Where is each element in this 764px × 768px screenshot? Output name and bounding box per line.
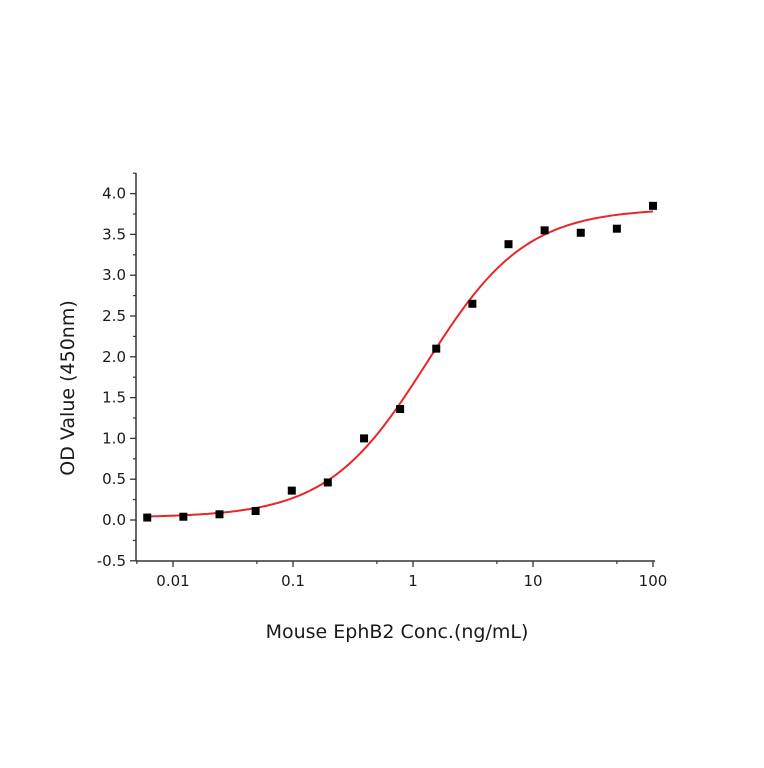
data-point-marker bbox=[323, 478, 332, 487]
data-point-marker bbox=[143, 513, 152, 522]
data-point-marker bbox=[612, 224, 621, 233]
data-point-marker bbox=[540, 226, 549, 235]
y-axis-title: OD Value (450nm) bbox=[57, 300, 79, 475]
data-point-marker bbox=[576, 228, 585, 237]
y-tick-label: 4.0 bbox=[102, 185, 126, 203]
data-point-marker bbox=[649, 201, 657, 210]
x-tick-label: 0.01 bbox=[156, 572, 189, 590]
data-point-marker bbox=[215, 510, 224, 519]
y-tick-label: 0.5 bbox=[102, 470, 126, 488]
data-point-marker bbox=[468, 299, 477, 308]
fit-curve-path bbox=[147, 210, 654, 518]
data-point-marker bbox=[287, 486, 296, 495]
data-point-marker bbox=[504, 240, 513, 249]
x-axis-title: Mouse EphB2 Conc.(ng/mL) bbox=[266, 621, 529, 643]
x-tick-label: 100 bbox=[639, 572, 668, 590]
data-point-marker bbox=[251, 507, 260, 516]
y-tick-label: 1.5 bbox=[102, 389, 126, 407]
x-tick-label: 1 bbox=[408, 572, 418, 590]
data-point-marker bbox=[432, 344, 441, 353]
x-tick-label: 0.1 bbox=[281, 572, 305, 590]
y-tick-label: 3.0 bbox=[102, 266, 126, 284]
y-tick-label: 0.0 bbox=[102, 511, 126, 529]
data-points bbox=[143, 201, 657, 522]
y-tick-label: 2.5 bbox=[102, 307, 126, 325]
data-point-marker bbox=[396, 405, 405, 414]
data-point-marker bbox=[360, 434, 369, 443]
fit-curve bbox=[147, 210, 654, 518]
y-tick-label: 2.0 bbox=[102, 348, 126, 366]
y-tick-label: 1.0 bbox=[102, 429, 126, 447]
data-point-marker bbox=[179, 512, 188, 521]
y-tick-label: -0.5 bbox=[97, 552, 126, 570]
axes: -0.5 0.0 0.5 1.0 1.5 2.0 2.5 3.0 3.5 4.0 0.01 0.1 1 1… bbox=[97, 172, 668, 590]
x-tick-label: 10 bbox=[523, 572, 542, 590]
y-tick-label: 3.5 bbox=[102, 225, 126, 243]
